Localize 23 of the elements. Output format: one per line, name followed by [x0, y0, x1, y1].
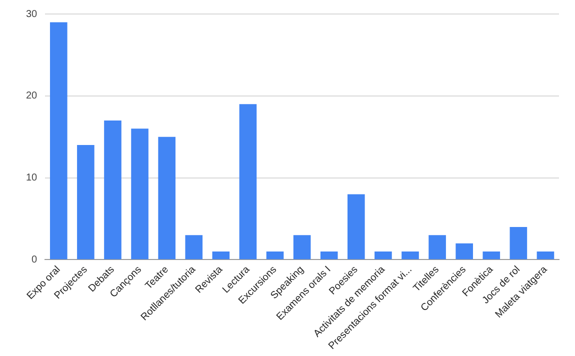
y-tick-label: 0	[32, 254, 38, 266]
bar	[212, 252, 230, 260]
bar	[320, 252, 338, 260]
bar	[348, 194, 365, 260]
y-tick-label: 20	[26, 90, 38, 102]
bar	[50, 22, 68, 260]
bar	[482, 252, 500, 260]
bar	[131, 128, 148, 260]
bar	[293, 235, 311, 260]
bar	[510, 226, 528, 260]
bar	[428, 235, 446, 260]
bar	[456, 243, 473, 260]
bar	[185, 235, 203, 260]
bar	[77, 145, 94, 260]
y-tick-label: 30	[26, 8, 38, 20]
bar	[402, 252, 419, 260]
y-tick-label: 10	[26, 172, 38, 184]
bar	[158, 136, 176, 260]
bar	[239, 104, 257, 260]
bar	[536, 252, 554, 260]
bar	[266, 252, 284, 260]
bar	[104, 120, 122, 260]
bar	[374, 252, 392, 260]
